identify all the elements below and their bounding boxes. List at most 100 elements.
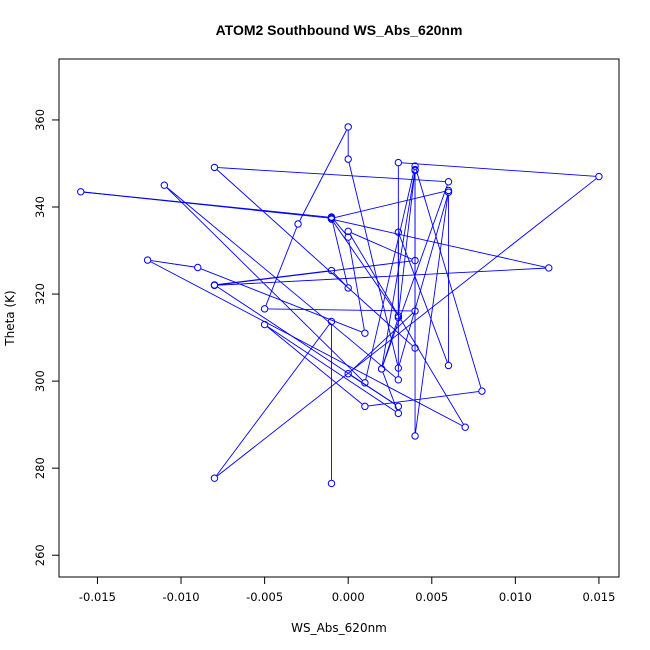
series-line-segment	[166, 187, 363, 381]
data-point	[194, 263, 202, 272]
data-point	[394, 228, 403, 236]
series-line-segment	[348, 162, 398, 365]
x-tick-label: 0.010	[499, 590, 532, 604]
data-point	[394, 402, 403, 411]
series-line-segment	[267, 326, 396, 412]
data-point	[411, 432, 419, 440]
data-point	[444, 178, 453, 186]
series-line-segment	[217, 167, 446, 182]
data-point	[361, 379, 369, 387]
data-point	[394, 376, 403, 384]
series-line-segment	[217, 267, 546, 286]
data-point	[394, 364, 403, 372]
data-point	[327, 215, 336, 223]
series-line-segment	[331, 220, 348, 285]
data-point	[327, 213, 336, 221]
series-line-segment	[368, 391, 479, 407]
y-tick-label: 260	[33, 544, 47, 566]
data-point	[411, 162, 419, 170]
y-axis-label: Theta (K)	[3, 290, 17, 346]
x-tick-label: 0.005	[415, 590, 448, 604]
data-point	[377, 365, 386, 373]
series-line-segment	[217, 260, 412, 286]
y-axis: 260 280 300 320 340 360	[33, 109, 59, 566]
series-line-segment	[333, 219, 347, 235]
x-tick-label: 0.000	[332, 590, 365, 604]
data-point	[394, 158, 403, 167]
data-point	[344, 370, 352, 378]
x-axis: -0.015 -0.010 -0.005 0.000 0.005 0.010 0.015	[79, 577, 615, 604]
x-tick-label: -0.010	[162, 590, 199, 604]
data-point	[260, 320, 269, 329]
data-point	[394, 312, 403, 320]
series-line-segment	[265, 227, 298, 306]
series-line-segment	[334, 190, 446, 218]
series-line-segment	[399, 235, 448, 363]
series-line-segment	[216, 324, 330, 476]
data-point	[327, 266, 336, 275]
data-point	[327, 317, 336, 326]
series-line-segment	[401, 162, 596, 177]
y-tick-label: 360	[33, 109, 47, 131]
data-point	[595, 172, 603, 181]
series-line-segment	[150, 261, 463, 427]
data-point	[444, 361, 453, 370]
series-line-segment	[216, 169, 413, 347]
y-tick-label: 280	[33, 457, 47, 479]
data-point	[160, 181, 169, 189]
series-line-segment	[166, 187, 396, 378]
data-point	[478, 387, 486, 395]
series-line-segment	[351, 232, 413, 260]
series-line-segment	[382, 320, 398, 366]
data-point	[361, 329, 369, 337]
series-line-segment	[398, 172, 416, 313]
data-point	[344, 123, 352, 131]
data-point	[260, 305, 269, 313]
x-axis-label: WS_Abs_620nm	[291, 621, 387, 635]
data-point	[361, 402, 369, 411]
series-line-segment	[348, 240, 365, 330]
series-line-segment	[365, 169, 415, 380]
series-line-segment	[84, 191, 329, 219]
y-tick-label: 320	[33, 283, 47, 305]
data-point	[344, 227, 352, 236]
data-point	[327, 479, 336, 488]
data-point	[344, 284, 352, 292]
series-line-segment	[267, 326, 363, 405]
x-tick-label: 0.015	[582, 590, 615, 604]
chart-title: ATOM2 Southbound WS_Abs_620nm	[216, 22, 463, 38]
series-line-segment	[217, 286, 396, 405]
series-line-segment	[398, 195, 448, 365]
data-point	[411, 344, 419, 352]
x-tick-label: -0.005	[246, 590, 283, 604]
data-point	[411, 165, 419, 174]
series-line-segment	[349, 234, 464, 425]
series-line-segment	[299, 129, 347, 222]
data-point	[444, 186, 453, 195]
series-layer	[77, 123, 603, 488]
data-point	[210, 474, 219, 482]
series-line-segment	[216, 178, 597, 477]
data-point	[394, 409, 403, 418]
y-tick-label: 340	[33, 196, 47, 218]
data-point	[344, 233, 352, 241]
series-line-segment	[415, 193, 449, 433]
data-point	[294, 220, 302, 228]
data-point	[143, 256, 152, 264]
series-line-segment	[334, 219, 546, 268]
data-point	[210, 281, 219, 290]
series-line-segment	[333, 221, 397, 314]
series-line-segment	[350, 313, 413, 372]
series-line-segment	[150, 260, 195, 268]
data-point	[411, 256, 419, 265]
x-tick-label: -0.015	[79, 590, 116, 604]
series-line-segment	[268, 308, 412, 312]
data-point	[545, 264, 553, 272]
data-point	[461, 423, 469, 431]
data-point	[411, 307, 419, 315]
plot-frame	[58, 58, 620, 578]
data-point	[344, 155, 352, 163]
y-tick-label: 300	[33, 370, 47, 392]
